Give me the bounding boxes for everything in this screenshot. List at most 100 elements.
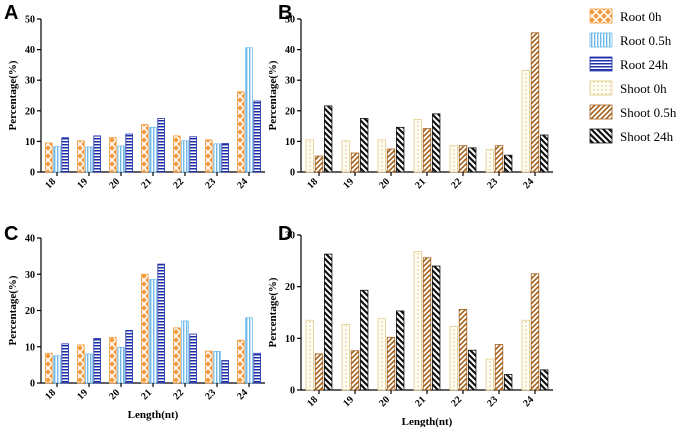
- panel-b-x-tick-label: 23: [485, 176, 500, 191]
- panel-b-x-tick-label: 19: [341, 176, 356, 191]
- panel-d-bar-shoot-05h-24: [530, 273, 540, 391]
- panel-a-x-tick-label: 24: [235, 176, 250, 191]
- panel-d-y-tick-label: 30: [285, 231, 295, 242]
- panel-d-bar-shoot-24h-20: [395, 310, 405, 391]
- panel-d-bar-shoot-0h-22: [449, 326, 459, 391]
- panel-d-x-tick-label: 23: [485, 394, 500, 409]
- panel-c-x-tick-label: 24: [235, 387, 250, 402]
- panel-c-bar-root-0h-22: [173, 327, 181, 384]
- panel-b-bar-shoot-05h-20: [386, 148, 396, 173]
- panel-c-y-axis-label: Percentage(%): [7, 275, 19, 345]
- panel-d-x-axis-label: Length(nt): [402, 416, 453, 427]
- legend-swatch-root-0h: [589, 8, 613, 24]
- panel-a-x-tick-label: 21: [139, 176, 154, 191]
- panel-a-bar-root-24h-24: [253, 100, 261, 173]
- panel-b-bar-shoot-05h-23: [494, 145, 504, 173]
- svg-text:C: C: [4, 223, 18, 245]
- panel-a-bar-root-24h-18: [61, 137, 69, 173]
- panel-d-x-tick-label: 22: [449, 394, 464, 409]
- panel-b-y-tick-label: 50: [285, 15, 295, 26]
- panel-b-bar-shoot-24h-24: [540, 134, 549, 173]
- panel-c-y-tick-label: 10: [25, 342, 35, 353]
- panel-d-bar-shoot-0h-21: [413, 251, 423, 391]
- chart-panel-c: 0 10 20 30 40 Percentage(%) 18 19 20 21 22 23 24 Leng…: [7, 234, 265, 421]
- panel-d-bar-shoot-05h-22: [458, 308, 468, 391]
- panel-c-bar-root-0h-18: [45, 352, 53, 384]
- panel-d-bar-shoot-0h-24: [521, 319, 530, 391]
- panel-d-bar-shoot-05h-18: [314, 353, 324, 391]
- chart-panel-b: 0 10 20 30 40 50 Percentage(%) 18 19 20 21 22 23 24: [267, 15, 553, 191]
- panel-b-x-tick-label: 20: [377, 176, 392, 191]
- panel-b-bar-shoot-24h-21: [431, 113, 441, 173]
- legend-swatch-root-24h: [589, 56, 613, 72]
- panel-a-bar-root-05h-18: [53, 146, 61, 173]
- panel-d-bar-shoot-24h-24: [540, 369, 549, 391]
- panel-d-x-tick-label: 24: [521, 394, 536, 409]
- panel-a-bar-root-24h-22: [189, 136, 197, 173]
- panel-a-bar-root-24h-20: [125, 133, 133, 173]
- panel-b-x-tick-label: 24: [521, 176, 536, 191]
- panel-c-letter: C: [4, 223, 18, 245]
- panel-a-x-tick-label: 23: [203, 176, 218, 191]
- panel-d-bar-shoot-24h-23: [503, 374, 513, 391]
- panel-a-bar-root-05h-20: [117, 145, 125, 173]
- panel-b-x-tick-label: 18: [305, 176, 320, 191]
- panel-b-y-tick-label: 0: [290, 168, 295, 179]
- panel-a-bar-root-24h-19: [93, 135, 101, 173]
- panel-c-bar-root-24h-18: [61, 343, 69, 384]
- panel-b-y-tick-label: 30: [285, 76, 295, 87]
- panel-c-x-axis-label: Length(nt): [128, 409, 179, 421]
- panel-d-x-tick-label: 20: [377, 394, 392, 409]
- panel-c-bar-root-0h-20: [109, 336, 117, 384]
- panel-c-bar-root-24h-23: [221, 360, 229, 384]
- panel-d-bar-shoot-24h-21: [431, 265, 441, 391]
- panel-a-y-tick-label: 40: [25, 45, 35, 56]
- panel-b-bar-shoot-24h-22: [467, 147, 477, 173]
- panel-a-letter: A: [4, 2, 18, 24]
- panel-a-y-tick-label: 30: [25, 76, 35, 87]
- panel-b-x-tick-label: 21: [413, 176, 428, 191]
- panel-c-y-tick-label: 0: [30, 379, 35, 390]
- panel-c-x-tick-label: 18: [43, 387, 58, 402]
- legend-swatch-root-05h: [589, 32, 613, 48]
- legend-label-shoot-05h: Shoot 0.5h: [620, 105, 677, 120]
- legend-swatch-shoot-24h: [589, 128, 613, 144]
- panel-a-bar-root-05h-23: [213, 143, 221, 173]
- panel-d-bar-shoot-24h-19: [359, 289, 369, 391]
- panel-c-bar-root-0h-24: [237, 339, 245, 384]
- chart-panel-a: 0 10 20 30 40 50 Percentage(%) 18 19 20 21 22 23 24: [7, 15, 265, 191]
- panel-b-y-axis-label: Percentage(%): [267, 60, 279, 130]
- panel-b-letter: B: [278, 2, 292, 24]
- panel-b-bar-shoot-0h-21: [413, 118, 423, 173]
- svg-text:B: B: [278, 2, 292, 24]
- panel-c-bar-root-05h-20: [117, 347, 125, 384]
- panel-b-x-tick-label: 22: [449, 176, 464, 191]
- panel-d-bar-shoot-05h-21: [422, 257, 432, 391]
- panel-b-bar-shoot-05h-24: [530, 32, 540, 173]
- panel-d-y-axis-label: Percentage(%): [267, 277, 279, 347]
- svg-text:D: D: [278, 223, 292, 245]
- panel-b-bar-shoot-24h-19: [359, 118, 369, 173]
- panel-a-bar-root-24h-23: [221, 143, 229, 173]
- panel-b-bar-shoot-05h-19: [350, 152, 360, 173]
- panel-c-bar-root-05h-23: [213, 351, 221, 384]
- panel-c-bar-root-24h-21: [157, 263, 165, 384]
- panel-b-bar-shoot-0h-24: [521, 70, 530, 173]
- panel-c-x-tick-label: 21: [139, 387, 154, 402]
- panel-a-bar-root-05h-19: [85, 146, 93, 173]
- panel-d-bar-shoot-24h-22: [467, 349, 477, 391]
- panel-b-bar-shoot-0h-19: [341, 140, 351, 173]
- panel-a-bar-root-0h-20: [109, 137, 117, 173]
- panel-b-bar-shoot-24h-23: [503, 154, 513, 173]
- panel-d-bar-shoot-0h-18: [305, 319, 315, 391]
- panel-d-bar-shoot-0h-20: [377, 318, 387, 391]
- panel-d-x-tick-label: 21: [413, 394, 428, 409]
- panel-a-y-tick-label: 50: [25, 15, 35, 26]
- panel-c-bar-root-05h-21: [149, 279, 157, 384]
- panel-b-bar-shoot-0h-18: [305, 139, 315, 173]
- panel-a-x-tick-label: 22: [171, 176, 186, 191]
- panel-d-bar-shoot-0h-23: [485, 358, 495, 391]
- panel-c-bar-root-24h-20: [125, 330, 133, 384]
- panel-c-bar-root-05h-18: [53, 355, 61, 384]
